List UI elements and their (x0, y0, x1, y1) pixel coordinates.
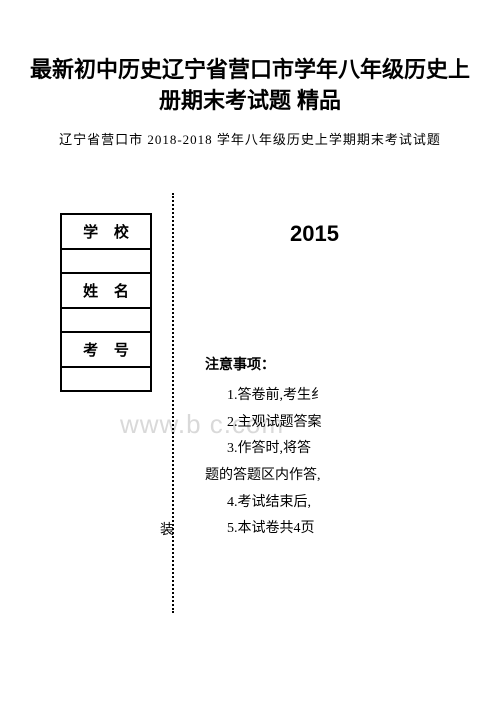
student-info-table: 学 校 姓 名 考 号 (60, 213, 152, 392)
title-line-2: 册期末考试题 精品 (159, 88, 341, 113)
notice-item-4: 4.考试结束后, (205, 490, 325, 517)
examno-label: 考 号 (61, 332, 151, 367)
notice-block: 注意事项： 1.答卷前,考生纟 2.主观试题答案 3.作答时,将答 题的答题区内… (205, 353, 325, 543)
notice-item-1: 1.答卷前,考生纟 (205, 383, 325, 410)
examno-blank (61, 367, 151, 391)
notice-item-5: 5.本试卷共4页 (205, 516, 325, 543)
scanned-content-area: www.b c.com 学 校 姓 名 考 号 2015 注意事项： 1.答卷前… (60, 193, 470, 613)
school-label: 学 校 (61, 214, 151, 249)
document-page: 最新初中历史辽宁省营口市学年八年级历史上 册期末考试题 精品 辽宁省营口市 20… (0, 0, 500, 613)
notice-item-3-wrap: 题的答题区内作答, (205, 463, 325, 490)
title-line-1: 最新初中历史辽宁省营口市学年八年级历史上 (30, 57, 470, 82)
name-label: 姓 名 (61, 273, 151, 308)
binding-mark: 装 (160, 519, 174, 539)
school-blank (61, 249, 151, 273)
notice-heading: 注意事项： (205, 353, 325, 380)
name-blank (61, 308, 151, 332)
subtitle: 辽宁省营口市 2018-2018 学年八年级历史上学期期末考试试题 (30, 129, 470, 148)
notice-item-3: 3.作答时,将答 (205, 436, 325, 463)
dashed-fold-line (172, 193, 174, 613)
main-title: 最新初中历史辽宁省营口市学年八年级历史上 册期末考试题 精品 (30, 55, 470, 117)
notice-item-2: 2.主观试题答案 (205, 410, 325, 437)
year-header: 2015 (290, 221, 339, 247)
